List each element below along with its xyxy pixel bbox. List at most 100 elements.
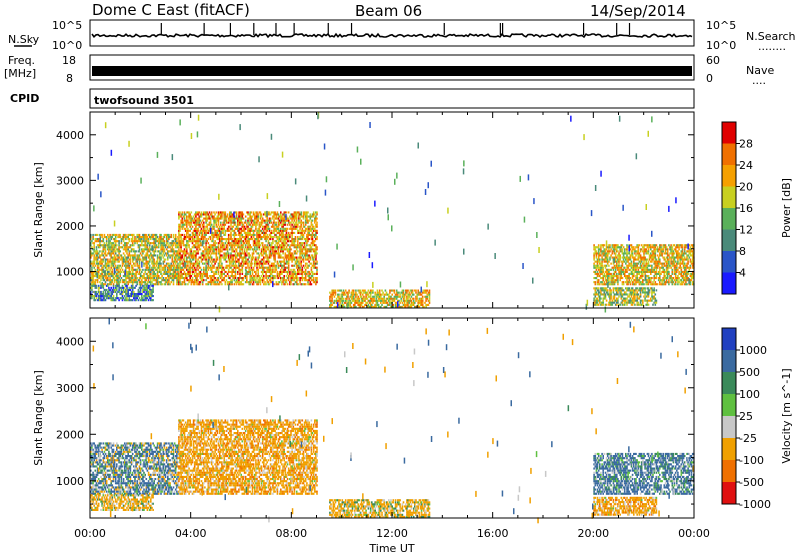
- echo-cell: [139, 258, 142, 261]
- echo-cell: [205, 229, 207, 232]
- echo-cell: [181, 268, 184, 271]
- echo-cell: [312, 250, 315, 253]
- echo-cell: [119, 293, 121, 296]
- echo-cell: [204, 233, 206, 236]
- echo-cell: [420, 293, 423, 296]
- echo-cell: [162, 256, 165, 259]
- echo-cell: [120, 266, 123, 269]
- echo-cell: [272, 231, 274, 234]
- echo-cell: [311, 223, 314, 226]
- echo-cell: [372, 297, 374, 300]
- echo-cell: [594, 277, 597, 280]
- echo-cell: [183, 233, 186, 236]
- echo-cell: [151, 268, 153, 271]
- echo-cell: [179, 279, 181, 282]
- echo-cell: [268, 221, 271, 224]
- echo-cell: [131, 283, 134, 286]
- echo-cell: [289, 240, 291, 243]
- echo-cell: [147, 242, 150, 245]
- echo-cell: [187, 283, 189, 286]
- echo-cell: [193, 256, 196, 259]
- echo-cell: [428, 291, 431, 294]
- echo-cell: [242, 246, 245, 249]
- echo-cell: [261, 270, 264, 273]
- echo-cell: [203, 217, 205, 220]
- echo-cell: [94, 295, 97, 298]
- echo-cell: [222, 279, 224, 282]
- echo-cell: [177, 279, 179, 282]
- echo-cell: [395, 305, 398, 308]
- echo-cell: [269, 268, 272, 271]
- echo-cell: [266, 227, 268, 230]
- echo-cell: [338, 297, 340, 300]
- echo-cell: [133, 258, 135, 261]
- echo-cell: [421, 297, 424, 300]
- echo-cell: [229, 270, 231, 273]
- echo-cell: [352, 295, 355, 298]
- echo-cell: [307, 238, 309, 241]
- echo-cell: [112, 272, 115, 275]
- echo-cell: [167, 270, 169, 273]
- echo-cell: [270, 211, 273, 214]
- echo-cell: [265, 231, 267, 234]
- echo-cell: [116, 284, 118, 287]
- echo-cell: [145, 284, 148, 287]
- echo-cell: [593, 256, 595, 259]
- echo-cell: [118, 281, 120, 284]
- echo-cell: [260, 213, 263, 216]
- echo-cell: [224, 229, 227, 232]
- echo-cell: [394, 293, 397, 296]
- echo-cell: [167, 242, 169, 245]
- echo-cell: [232, 217, 234, 220]
- echo-cell: [125, 264, 127, 267]
- echo-cell: [367, 303, 370, 306]
- echo-cell: [204, 254, 206, 257]
- echo-cell: [110, 254, 112, 257]
- echo-cell: [145, 279, 148, 282]
- echo-cell: [195, 215, 197, 218]
- echo-cell: [369, 301, 372, 304]
- echo-cell: [304, 211, 307, 214]
- echo-cell: [127, 238, 129, 241]
- echo-cell: [157, 250, 160, 253]
- echo-cell: [199, 272, 202, 275]
- echo-cell: [365, 293, 367, 296]
- echo-cell: [90, 252, 92, 255]
- echo-cell: [298, 229, 300, 232]
- echo-cell: [167, 268, 169, 271]
- echo-cell: [231, 244, 233, 247]
- echo-cell: [184, 272, 187, 275]
- echo-cell: [283, 268, 285, 271]
- echo-cell: [307, 219, 309, 222]
- echo-cell: [101, 233, 103, 236]
- echo-cell: [150, 275, 152, 278]
- echo-cell: [160, 281, 162, 284]
- echo-cell: [161, 283, 163, 286]
- echo-cell: [242, 252, 245, 255]
- echo-cell: [254, 240, 256, 243]
- echo-cell: [419, 293, 422, 296]
- echo-cell: [117, 272, 119, 275]
- echo-cell: [118, 277, 120, 280]
- echo-cell: [218, 258, 221, 261]
- echo-cell: [121, 299, 124, 302]
- echo-cell: [402, 295, 405, 298]
- echo-cell: [295, 264, 298, 267]
- echo-cell: [118, 256, 120, 259]
- echo-cell: [212, 279, 214, 282]
- echo-cell: [270, 254, 273, 257]
- echo-cell: [240, 215, 242, 218]
- echo-cell: [174, 260, 177, 263]
- echo-cell: [162, 262, 165, 265]
- echo-cell: [311, 279, 314, 282]
- echo-cell: [263, 213, 265, 216]
- echo-cell: [109, 283, 111, 286]
- echo-cell: [187, 256, 189, 259]
- echo-cell: [231, 225, 233, 228]
- echo-cell: [231, 250, 233, 253]
- echo-cell: [91, 254, 93, 257]
- echo-cell: [289, 270, 291, 273]
- echo-cell: [225, 229, 228, 232]
- echo-cell: [179, 236, 181, 239]
- echo-cell: [280, 277, 282, 280]
